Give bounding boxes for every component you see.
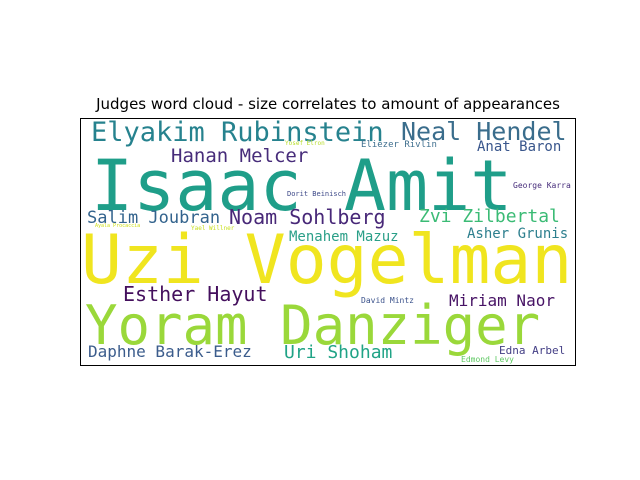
word-uzi-vogelman: Uzi Vogelman [81, 221, 573, 300]
word-eliezer-rivlin: Eliezer Rivlin [361, 140, 437, 150]
word-neal-hendel: Neal Hendel [401, 118, 567, 146]
word-miriam-naor: Miriam Naor [449, 291, 555, 310]
word-noam-sohlberg: Noam Sohlberg [229, 205, 386, 229]
word-elyakim-rubinstein: Elyakim Rubinstein [91, 118, 384, 148]
word-uri-shoham: Uri Shoham [284, 342, 393, 363]
word-george-karra: George Karra [513, 181, 571, 190]
word-anat-baron: Anat Baron [477, 139, 562, 155]
word-edna-arbel: Edna Arbel [499, 344, 566, 357]
word-asher-grunis: Asher Grunis [467, 226, 569, 242]
word-ayala-procaccia: Ayala Procaccia [95, 223, 141, 229]
word-esther-hayut: Esther Hayut [123, 282, 268, 306]
chart-title: Judges word cloud - size correlates to a… [96, 95, 560, 113]
word-yoram-danziger: Yoram Danziger [85, 294, 541, 357]
word-cloud: Isaac Amit Uzi Vogelman Yoram Danziger E… [80, 118, 576, 366]
word-david-mintz: David Mintz [361, 296, 414, 305]
word-zvi-zilbertal: Zvi Zilbertal [419, 206, 560, 227]
word-salim-joubran: Salim Joubran [87, 208, 221, 228]
word-menahem-mazuz: Menahem Mazuz [289, 229, 399, 245]
word-hanan-melcer: Hanan Melcer [171, 145, 309, 167]
word-edmond-levy: Edmond Levy [461, 355, 514, 364]
word-dorit-beinisch: Dorit Beinisch [287, 190, 347, 198]
word-isaac-amit: Isaac Amit [91, 145, 513, 227]
word-yael-willner: Yael Willner [191, 225, 235, 232]
word-daphne-barak-erez: Daphne Barak-Erez [88, 342, 252, 361]
word-yosef-elron: Yosef Elron [285, 140, 325, 147]
